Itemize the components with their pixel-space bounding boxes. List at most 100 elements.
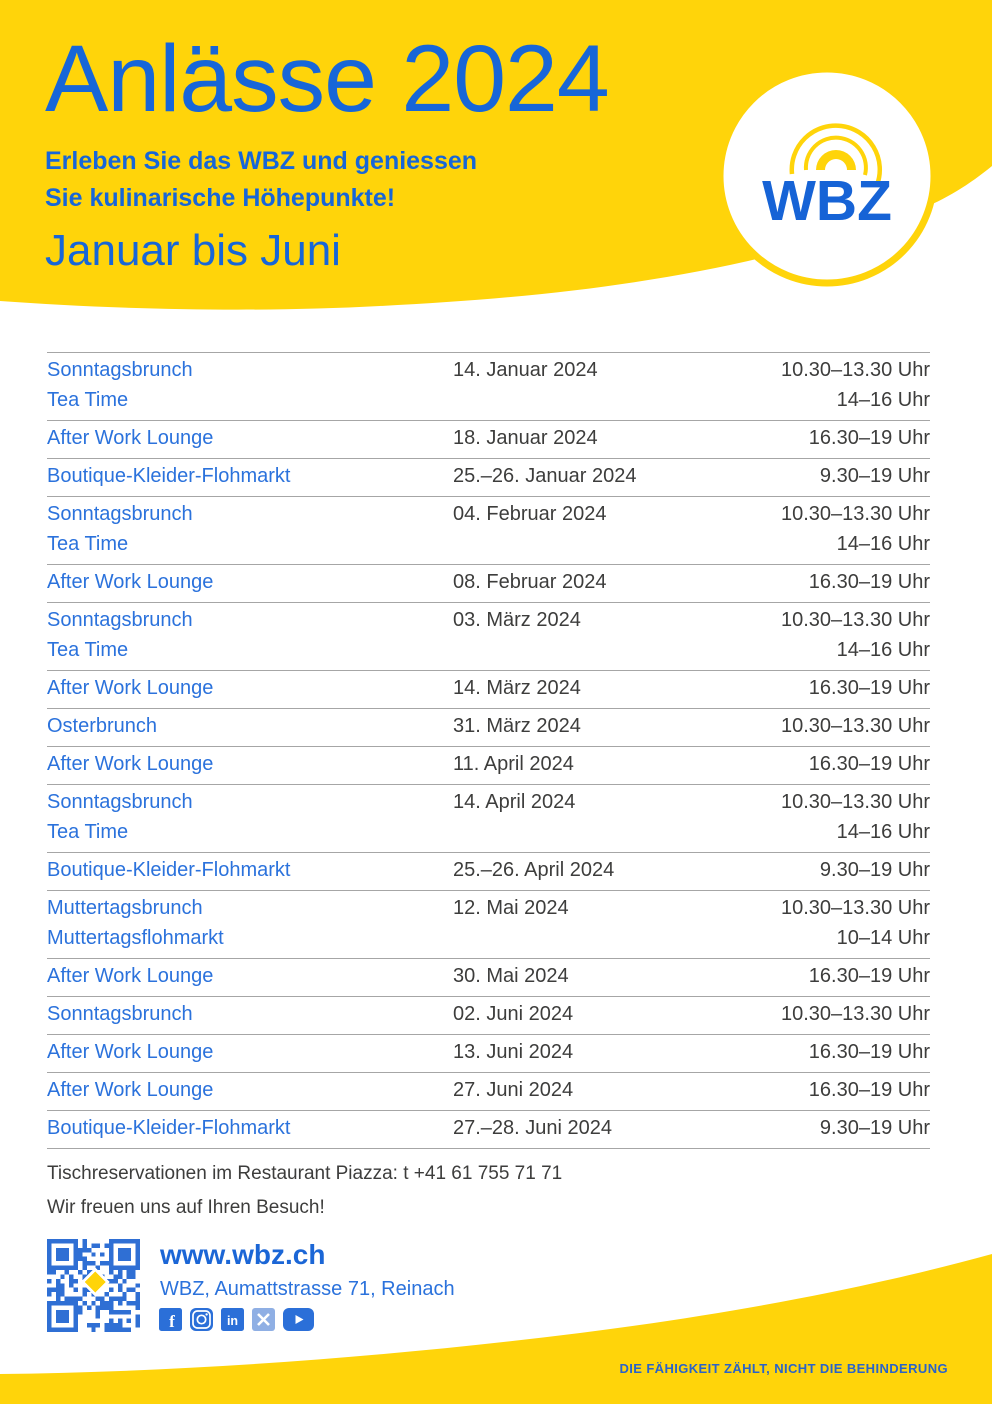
social-icon-row: f in: [159, 1308, 314, 1331]
page-title: Anlässe 2024: [45, 26, 610, 132]
event-date: 03. März 2024: [453, 609, 581, 631]
event-date: 14. Januar 2024: [453, 359, 598, 381]
linkedin-icon[interactable]: in: [221, 1308, 244, 1331]
event-date: 14. März 2024: [453, 677, 581, 699]
welcome-note: Wir freuen uns auf Ihren Besuch!: [47, 1197, 325, 1218]
event-time: 16.30–19 Uhr: [808, 1079, 930, 1101]
event-row: Muttertagsbrunch 12. Mai 2024 10.30–13.30 …: [47, 895, 930, 922]
event-name: After Work Lounge: [47, 1041, 214, 1063]
event-time: 16.30–19 Uhr: [808, 1041, 930, 1063]
event-group: Boutique-Kleider-Flohmarkt 25.–26. Januar…: [47, 458, 930, 496]
event-name: Tea Time: [47, 821, 129, 843]
event-time: 10.30–13.30 Uhr: [780, 791, 930, 813]
website-link[interactable]: www.wbz.ch: [160, 1239, 326, 1270]
svg-text:in: in: [227, 1314, 238, 1328]
event-name: After Work Lounge: [47, 965, 214, 987]
event-time: 10.30–13.30 Uhr: [780, 359, 930, 381]
event-time: 10.30–13.30 Uhr: [780, 609, 930, 631]
event-table: Sonntagsbrunch 14. Januar 2024 10.30–13.30…: [47, 352, 930, 1149]
event-date: 12. Mai 2024: [453, 897, 569, 919]
event-name: Boutique-Kleider-Flohmarkt: [47, 465, 291, 487]
event-time: 16.30–19 Uhr: [808, 753, 930, 775]
x-icon[interactable]: [252, 1308, 275, 1331]
subtitle-line2: Sie kulinarische Höhepunkte!: [45, 183, 396, 212]
event-group: Osterbrunch 31. März 2024 10.30–13.30 Uhr: [47, 708, 930, 746]
event-row: Sonntagsbrunch 14. Januar 2024 10.30–13.30…: [47, 357, 930, 384]
qr-code: [47, 1239, 140, 1332]
event-time: 9.30–19 Uhr: [819, 1117, 930, 1139]
period-label: Januar bis Juni: [45, 225, 341, 275]
event-time: 16.30–19 Uhr: [808, 677, 930, 699]
event-group: After Work Lounge 18. Januar 2024 16.30–19…: [47, 420, 930, 458]
event-name: Sonntagsbrunch: [47, 359, 193, 381]
event-time: 16.30–19 Uhr: [808, 965, 930, 987]
event-name: After Work Lounge: [47, 1079, 214, 1101]
event-row: After Work Lounge 18. Januar 2024 16.30–19…: [47, 425, 930, 452]
event-row: Muttertagsflohmarkt 10–14 Uhr: [47, 925, 930, 952]
event-name: Tea Time: [47, 639, 129, 661]
event-group: After Work Lounge 27. Juni 2024 16.30–19 U…: [47, 1072, 930, 1110]
event-date: 11. April 2024: [453, 753, 574, 775]
event-name: After Work Lounge: [47, 427, 214, 449]
event-date: 02. Juni 2024: [453, 1003, 574, 1025]
svg-text:f: f: [169, 1312, 175, 1331]
event-row: Tea Time 14–16 Uhr: [47, 387, 930, 414]
event-time: 16.30–19 Uhr: [808, 571, 930, 593]
event-row: Osterbrunch 31. März 2024 10.30–13.30 Uhr: [47, 713, 930, 740]
event-name: Sonntagsbrunch: [47, 503, 193, 525]
event-group: Sonntagsbrunch 14. Januar 2024 10.30–13.30…: [47, 352, 930, 420]
event-row: Sonntagsbrunch 03. März 2024 10.30–13.30 U…: [47, 607, 930, 634]
event-time: 14–16 Uhr: [836, 639, 930, 661]
event-name: Muttertagsbrunch: [47, 897, 203, 919]
event-group: After Work Lounge 13. Juni 2024 16.30–19 U…: [47, 1034, 930, 1072]
event-time: 10.30–13.30 Uhr: [780, 1003, 930, 1025]
event-date: 18. Januar 2024: [453, 427, 598, 449]
footer-yellow-wave: [0, 1254, 992, 1404]
event-time: 9.30–19 Uhr: [819, 859, 930, 881]
event-row: Sonntagsbrunch 14. April 2024 10.30–13.30 …: [47, 789, 930, 816]
event-date: 13. Juni 2024: [453, 1041, 574, 1063]
event-time: 14–16 Uhr: [836, 821, 930, 843]
event-time: 16.30–19 Uhr: [808, 427, 930, 449]
facebook-icon[interactable]: f: [159, 1308, 182, 1331]
event-name: After Work Lounge: [47, 571, 214, 593]
event-row: Tea Time 14–16 Uhr: [47, 531, 930, 558]
event-name: Muttertagsflohmarkt: [47, 927, 224, 949]
event-name: Sonntagsbrunch: [47, 1003, 193, 1025]
logo-arc-middle: [803, 135, 868, 176]
subtitle: Erleben Sie das WBZ und geniessen Sie ku…: [45, 143, 609, 217]
event-date: 27. Juni 2024: [453, 1079, 574, 1101]
event-name: Sonntagsbrunch: [47, 609, 193, 631]
event-name: Tea Time: [47, 533, 129, 555]
event-row: Boutique-Kleider-Flohmarkt 25.–26. Januar…: [47, 463, 930, 490]
event-date: 30. Mai 2024: [453, 965, 569, 987]
event-row: Tea Time 14–16 Uhr: [47, 637, 930, 664]
event-row: Boutique-Kleider-Flohmarkt 25.–26. April …: [47, 857, 930, 884]
event-group: Boutique-Kleider-Flohmarkt 25.–26. April …: [47, 852, 930, 890]
instagram-icon[interactable]: [190, 1308, 213, 1331]
event-date: 04. Februar 2024: [453, 503, 607, 525]
logo-circle: [716, 65, 938, 287]
event-row: After Work Lounge 13. Juni 2024 16.30–19 U…: [47, 1039, 930, 1066]
reservation-note: Tischreservationen im Restaurant Piazza:…: [47, 1163, 563, 1184]
event-row: After Work Lounge 11. April 2024 16.30–19 …: [47, 751, 930, 778]
event-group: After Work Lounge 08. Februar 2024 16.30–1…: [47, 564, 930, 602]
event-name: After Work Lounge: [47, 753, 214, 775]
event-time: 10.30–13.30 Uhr: [780, 897, 930, 919]
tagline: DIE FÄHIGKEIT ZÄHLT, NICHT DIE BEHINDERU…: [619, 1361, 948, 1376]
event-group: Boutique-Kleider-Flohmarkt 27.–28. Juni 2…: [47, 1110, 930, 1148]
event-date: 25.–26. Januar 2024: [453, 465, 637, 487]
youtube-icon[interactable]: [283, 1308, 314, 1331]
event-row: After Work Lounge 08. Februar 2024 16.30–1…: [47, 569, 930, 596]
event-name: Sonntagsbrunch: [47, 791, 193, 813]
event-date: 25.–26. April 2024: [453, 859, 615, 881]
event-date: 14. April 2024: [453, 791, 576, 813]
event-group: Sonntagsbrunch 04. Februar 2024 10.30–13.3…: [47, 496, 930, 564]
header: Anlässe 2024 Erleben Sie das WBZ und gen…: [45, 26, 610, 275]
event-row: Sonntagsbrunch 02. Juni 2024 10.30–13.30 U…: [47, 1001, 930, 1028]
event-group: Sonntagsbrunch 02. Juni 2024 10.30–13.30 U…: [47, 996, 930, 1034]
event-group: After Work Lounge 30. Mai 2024 16.30–19 Uh…: [47, 958, 930, 996]
wbz-logo-text: WBZ: [762, 169, 892, 233]
